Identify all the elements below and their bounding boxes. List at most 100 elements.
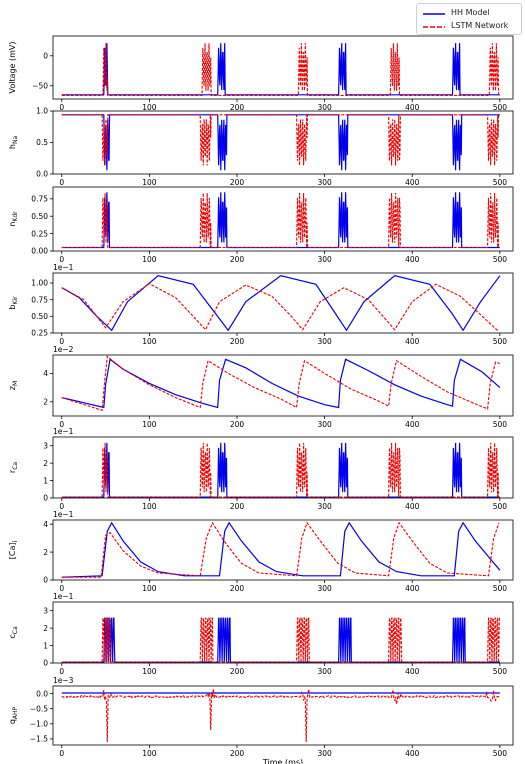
plot-frame <box>52 519 514 581</box>
series-lstm-line <box>61 192 500 249</box>
y-tick-label: 0.0 <box>36 170 48 179</box>
axis-exponent: 1e−1 <box>53 263 74 272</box>
x-tick-label: 500 <box>493 667 508 676</box>
series-lstm-line <box>61 617 500 663</box>
x-tick-label: 100 <box>142 178 157 187</box>
x-tick-label: 0 <box>59 103 64 112</box>
y-tick-label: 0 <box>43 659 48 668</box>
x-tick-label: 0 <box>59 584 64 593</box>
x-tick-label: 0 <box>59 178 64 187</box>
x-tick-label: 500 <box>493 337 508 346</box>
y-tick-label: 2 <box>43 398 48 407</box>
x-tick-label: 0 <box>59 502 64 511</box>
x-tick-label: 500 <box>493 255 508 264</box>
y-tick-label: −50 <box>32 82 48 91</box>
x-tick-label: 200 <box>230 103 245 112</box>
series-hh-line <box>61 192 500 249</box>
x-tick-label: 400 <box>405 178 420 187</box>
plot-frame <box>52 436 514 499</box>
series-hh-line <box>61 521 501 578</box>
series-lstm-line <box>61 114 500 166</box>
y-axis-label: Voltage (mV) <box>8 41 17 93</box>
plot-frame <box>52 685 514 746</box>
plot-frame <box>52 272 514 334</box>
y-axis-label: hNa <box>8 136 19 150</box>
legend-label-hh: HH Model <box>451 8 490 17</box>
series-lstm-line <box>61 688 501 743</box>
y-tick-label: 0.25 <box>31 229 48 238</box>
x-tick-label: 300 <box>317 667 332 676</box>
y-axis-label: qAHP <box>8 706 19 724</box>
x-tick-label: 500 <box>493 420 508 429</box>
x-axis-label: Time (ms) <box>262 758 303 764</box>
y-tick-label: −1.0 <box>30 720 48 729</box>
legend-line-hh-icon <box>423 13 445 15</box>
y-tick-label: 1 <box>43 641 48 650</box>
x-tick-label: 400 <box>405 255 420 264</box>
x-tick-label: 200 <box>230 255 245 264</box>
x-tick-label: 400 <box>405 749 420 758</box>
x-tick-label: 200 <box>230 749 245 758</box>
plot-frame <box>52 110 514 175</box>
x-tick-label: 400 <box>405 337 420 346</box>
y-axis-label: [Ca]i <box>8 540 19 559</box>
y-tick-label: −1.5 <box>30 735 48 744</box>
x-tick-label: 200 <box>230 584 245 593</box>
series-hh-line <box>61 114 500 171</box>
plot-frame <box>52 186 514 252</box>
y-tick-label: 3 <box>43 606 48 615</box>
plot-frame <box>52 354 514 417</box>
y-tick-label: 2 <box>43 624 48 633</box>
series-hh-line <box>61 43 500 96</box>
x-tick-label: 500 <box>493 502 508 511</box>
y-tick-label: 0.50 <box>31 312 48 321</box>
series-hh-line <box>61 442 500 498</box>
y-axis-label: zM <box>8 381 19 390</box>
x-tick-label: 400 <box>405 420 420 429</box>
axis-exponent: 1e−2 <box>53 345 74 354</box>
y-tick-label: 2 <box>43 459 48 468</box>
y-axis-label: cCa <box>8 626 19 639</box>
series-hh-line <box>61 275 501 332</box>
x-tick-label: 400 <box>405 667 420 676</box>
legend-line-lstm-icon <box>423 26 445 28</box>
x-tick-label: 100 <box>142 502 157 511</box>
panel-4: 0 100 200 300 400 500 0.25 0.50 0.75 1.00 1e−1 bKir <box>8 263 514 346</box>
y-tick-label: 1 <box>43 476 48 485</box>
legend: HH Model LSTM Network <box>416 3 522 35</box>
y-tick-label: 4 <box>43 369 48 378</box>
panel-9: 0 100 200 300 400 500 0.0 −0.5 −1.0 −1.5 1e−3 qAHP T… <box>8 676 514 764</box>
x-tick-label: 100 <box>142 420 157 429</box>
series-hh-line <box>61 617 500 663</box>
x-tick-label: 300 <box>317 255 332 264</box>
panel-1: 0 100 200 300 400 500 0 −50 Voltage (mV) <box>8 35 514 112</box>
x-tick-label: 200 <box>230 420 245 429</box>
y-axis-label: rCa <box>8 462 19 473</box>
x-tick-label: 300 <box>317 178 332 187</box>
x-tick-label: 300 <box>317 337 332 346</box>
x-tick-label: 0 <box>59 420 64 429</box>
x-tick-label: 100 <box>142 255 157 264</box>
x-tick-label: 200 <box>230 178 245 187</box>
y-tick-label: 0.50 <box>31 212 48 221</box>
x-tick-label: 0 <box>59 337 64 346</box>
series-lstm-line <box>61 521 500 578</box>
y-tick-label: 0 <box>43 52 48 61</box>
axis-exponent: 1e−1 <box>53 427 74 436</box>
y-tick-label: 0.5 <box>36 138 48 147</box>
x-tick-label: 0 <box>59 255 64 264</box>
series-lstm-line <box>61 442 500 498</box>
x-tick-label: 300 <box>317 749 332 758</box>
x-tick-label: 400 <box>405 584 420 593</box>
x-tick-label: 200 <box>230 502 245 511</box>
x-tick-label: 100 <box>142 103 157 112</box>
legend-label-lstm: LSTM Network <box>451 21 509 30</box>
panel-6: 0 100 200 300 400 500 0 1 2 3 1e−1 rCa <box>8 427 514 511</box>
x-tick-label: 300 <box>317 584 332 593</box>
y-axis-label: bKir <box>8 296 19 310</box>
y-tick-label: 0.75 <box>31 195 48 204</box>
x-tick-label: 200 <box>230 667 245 676</box>
x-tick-label: 200 <box>230 337 245 346</box>
y-tick-label: 0 <box>43 576 48 585</box>
